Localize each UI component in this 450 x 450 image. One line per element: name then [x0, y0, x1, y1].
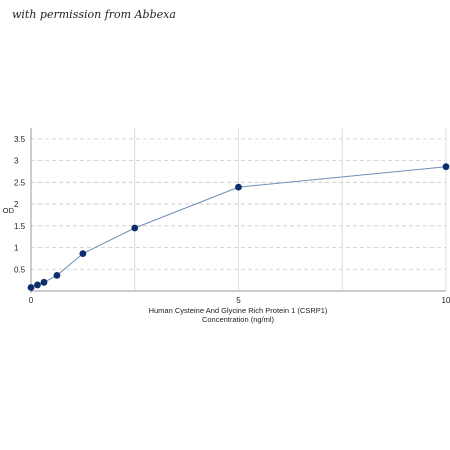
x-axis-label-line-2: Concentration (ng/ml) — [202, 315, 275, 324]
y-tick-label: 2.5 — [14, 178, 26, 187]
y-tick-label: 2 — [14, 200, 19, 209]
tick-labels: 0.5 1 1.5 2 2.5 3 3.5 0 5 10 — [14, 135, 450, 305]
y-tick-label: 3.5 — [14, 135, 26, 144]
y-tick-label: 1 — [14, 244, 19, 253]
data-points — [27, 163, 450, 291]
y-axis-label: OD — [3, 206, 15, 215]
y-tick-label: 3 — [14, 157, 19, 166]
y-tick-label: 0.5 — [14, 265, 26, 274]
x-tick-label: 10 — [442, 296, 450, 305]
data-point — [131, 224, 139, 232]
x-tick-label: 5 — [236, 296, 241, 305]
data-point — [235, 183, 242, 191]
data-point — [40, 278, 48, 286]
y-tick-label: 1.5 — [14, 222, 26, 231]
data-point — [442, 163, 450, 171]
x-axis-label-line-1: Human Cysteine And Glycine Rich Protein … — [149, 306, 328, 315]
data-point — [79, 250, 87, 258]
axes — [30, 128, 446, 293]
watermark-text: with permission from Abbexa — [12, 8, 176, 21]
x-tick-label: 0 — [29, 296, 34, 305]
data-point — [34, 281, 41, 289]
data-point — [53, 271, 61, 279]
grid-lines — [31, 128, 447, 291]
data-point — [27, 284, 35, 291]
